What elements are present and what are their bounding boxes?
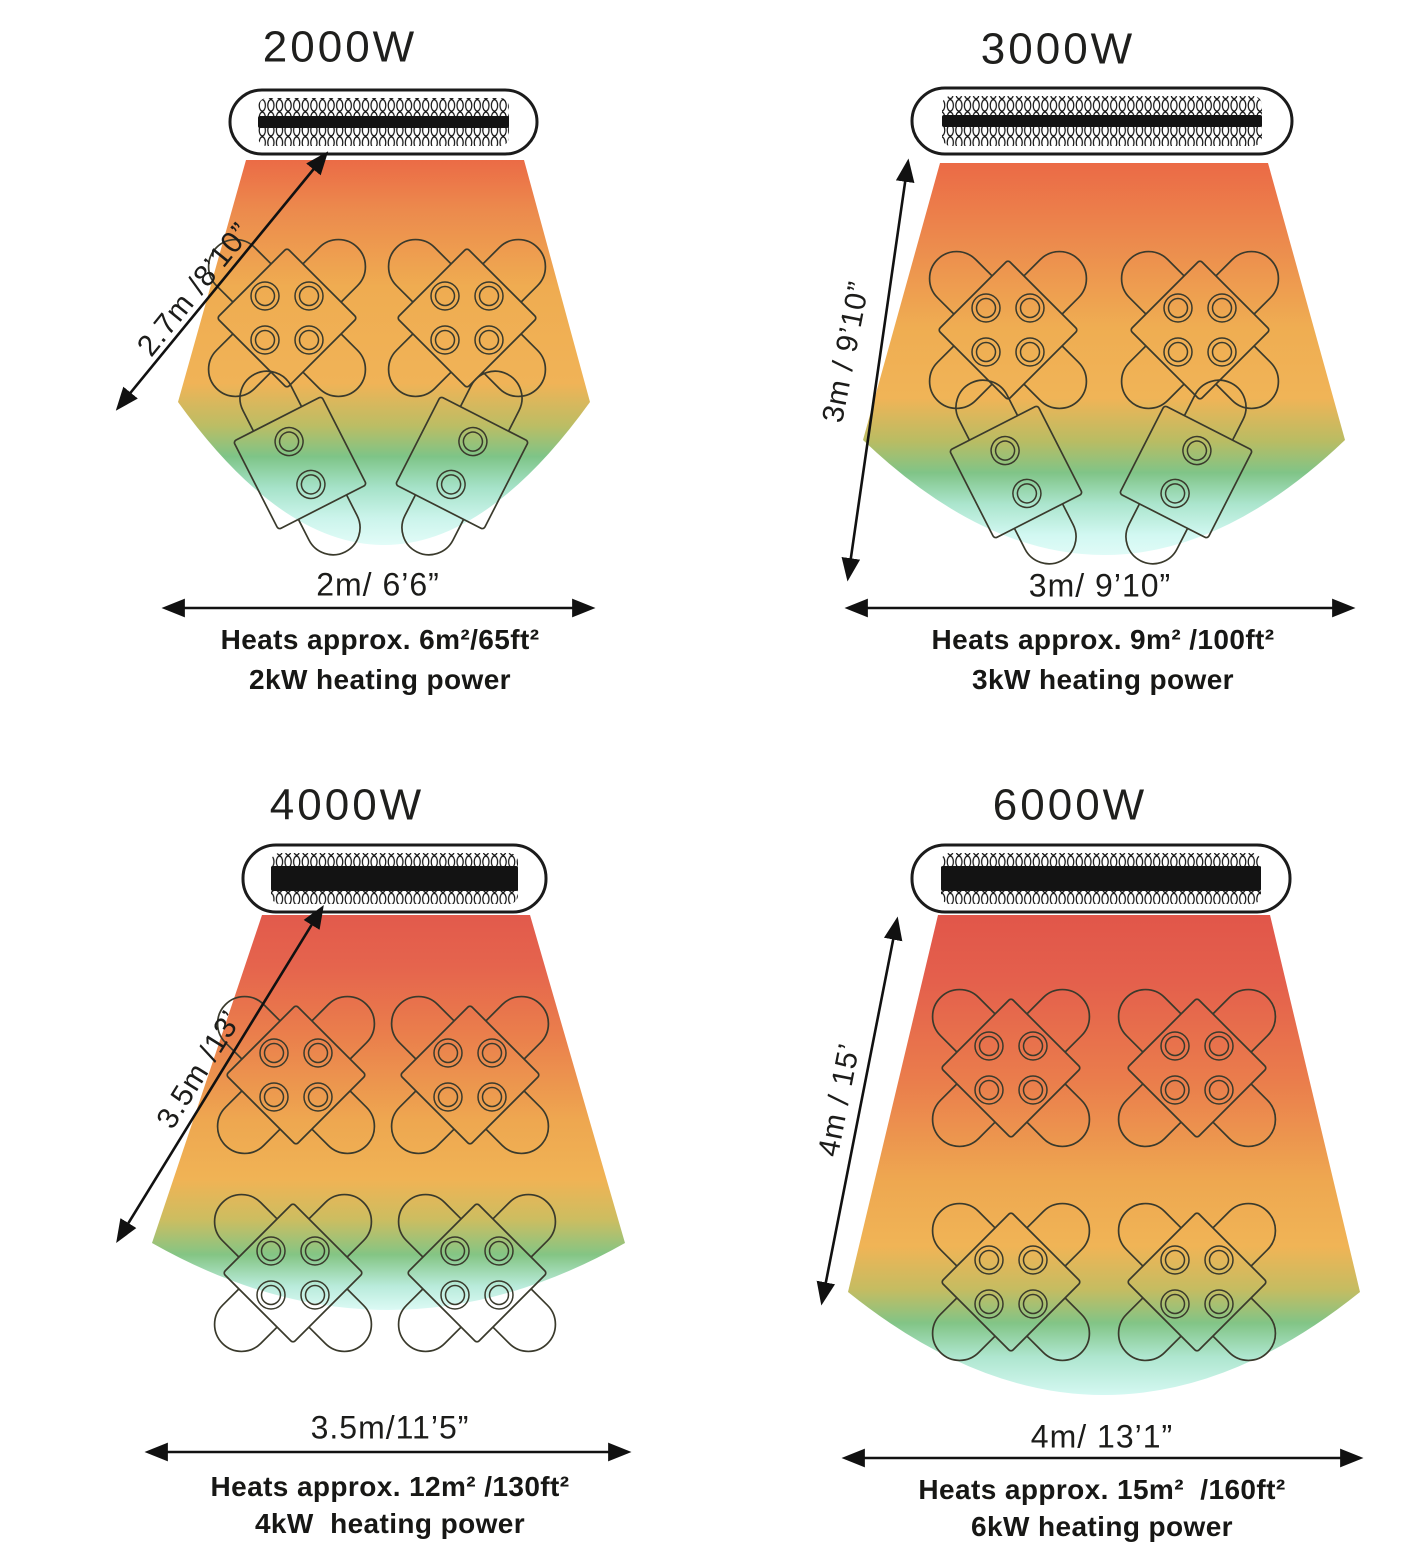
heater-2000w-title: 2000W [262,22,418,72]
coverage-text-3000w: Heats approx. 9m² /100ft² [931,623,1275,655]
heater-3000w-title: 3000W [980,24,1136,74]
heater-4000w-graphic [241,843,548,914]
heat-cone-6000w [848,915,1360,1395]
diagram-6000w [816,843,1364,1468]
beam-length-arrow-4000w [116,905,324,1243]
heat-cone-2000w [178,160,590,545]
power-text-3000w: 3kW heating power [972,663,1234,695]
beam-width-label-6000w: 4m/ 13’1” [1030,1418,1174,1455]
coverage-text-6000w: Heats approx. 15m² /160ft² [918,1473,1286,1505]
diagram-4000w [116,843,632,1462]
power-text-2000w: 2kW heating power [249,663,511,695]
diagram-3000w [841,86,1356,618]
beam-length-arrow-2000w [115,151,329,411]
beam-width-label-3000w: 3m/ 9’10” [1028,567,1172,604]
beam-length-arrow-6000w [816,916,903,1306]
beam-width-label-4000w: 3.5m/11’5” [310,1409,470,1446]
heater-2000w-graphic [228,88,539,156]
diagram-2000w [115,88,596,618]
heat-cone-4000w [152,915,625,1310]
coverage-text-2000w: Heats approx. 6m²/65ft² [220,623,540,655]
heater-6000w-graphic [910,843,1292,914]
beam-width-label-2000w: 2m/ 6’6” [316,566,440,603]
power-text-4000w: 4kW heating power [254,1507,526,1539]
beam-length-arrow-3000w [841,158,915,582]
power-text-6000w: 6kW heating power [971,1510,1233,1542]
heater-3000w-graphic [910,86,1294,156]
coverage-text-4000w: Heats approx. 12m² /130ft² [210,1470,570,1502]
heater-6000w-title: 6000W [992,780,1148,830]
heat-cone-3000w [863,163,1345,555]
heater-4000w-title: 4000W [269,780,425,830]
